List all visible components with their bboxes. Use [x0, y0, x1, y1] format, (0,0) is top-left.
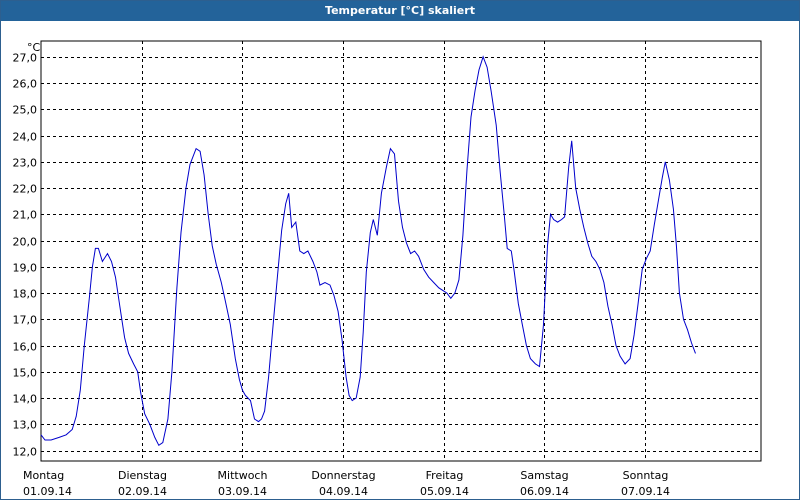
- y-tick-label: 22,0: [13, 183, 38, 196]
- temperature-series-line: [40, 55, 696, 447]
- x-tick-weekday: Donnerstag: [311, 469, 375, 482]
- x-tick-date: 06.09.14: [520, 485, 569, 498]
- chart-title: Temperatur [°C] skaliert: [1, 1, 799, 21]
- y-axis-unit-label: °C: [27, 41, 41, 54]
- y-tick-label: 15,0: [13, 367, 38, 380]
- y-tick-label: 20,0: [13, 236, 38, 249]
- y-tick-label: 17,0: [13, 314, 38, 327]
- y-tick-label: 18,0: [13, 288, 38, 301]
- x-tick-date: 02.09.14: [118, 485, 167, 498]
- series-layer: [40, 55, 696, 447]
- x-tick-date: 07.09.14: [621, 485, 670, 498]
- y-tick-label: 23,0: [13, 157, 38, 170]
- x-tick-weekday: Dienstag: [118, 469, 167, 482]
- y-tick-label: 16,0: [13, 341, 38, 354]
- y-tick-label: 26,0: [13, 78, 38, 91]
- x-tick-weekday: Sonntag: [623, 469, 669, 482]
- y-tick-label: 13,0: [13, 419, 38, 432]
- grid: [41, 41, 761, 461]
- x-tick-labels: Montag 01.09.14 Dienstag 02.09.14 Mittwoch 03…: [23, 469, 670, 498]
- y-tick-label: 21,0: [13, 209, 38, 222]
- x-tick-date: 03.09.14: [218, 485, 267, 498]
- x-tick-date: 01.09.14: [23, 485, 72, 498]
- x-tick-weekday: Freitag: [426, 469, 464, 482]
- y-tick-label: 14,0: [13, 393, 38, 406]
- x-tick-weekday: Mittwoch: [218, 469, 268, 482]
- y-tick-label: 19,0: [13, 262, 38, 275]
- y-tick-label: 25,0: [13, 104, 38, 117]
- plot-area-border: [40, 40, 762, 462]
- y-tick-label: 27,0: [13, 52, 38, 65]
- x-tick-date: 04.09.14: [319, 485, 368, 498]
- y-tick-labels: 12,0 13,0 14,0 15,0 16,0 17,0 18,0 19,0 20,0 21,0…: [13, 52, 38, 459]
- x-tick-weekday: Montag: [23, 469, 64, 482]
- x-tick-weekday: Samstag: [520, 469, 568, 482]
- y-tick-label: 24,0: [13, 131, 38, 144]
- y-tick-label: 12,0: [13, 446, 38, 459]
- x-tick-date: 05.09.14: [420, 485, 469, 498]
